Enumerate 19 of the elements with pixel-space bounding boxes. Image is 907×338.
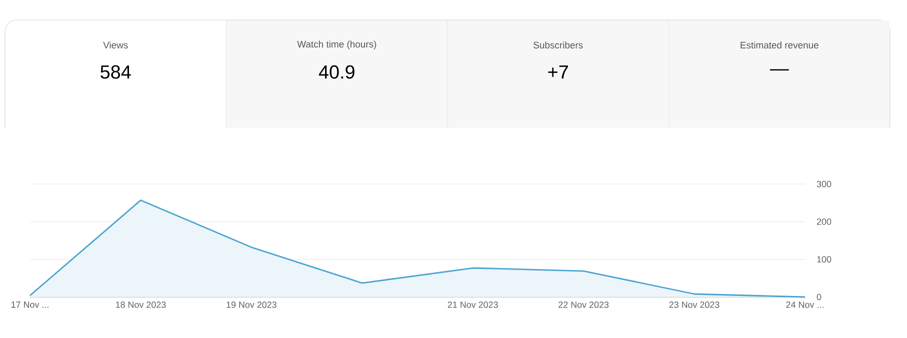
text: Watch time (hours) — [297, 40, 376, 50]
x-tick-label: 24 Nov ... — [786, 302, 824, 308]
y-tick-label: 300 — [816, 180, 832, 188]
x-tick-label: 19 Nov 2023 — [226, 302, 276, 308]
x-tick-label: 22 Nov 2023 — [558, 302, 609, 308]
y-tick-label: 100 — [817, 256, 832, 263]
text: +7 — [548, 66, 568, 79]
x-tick-label: 23 Nov 2023 — [669, 302, 720, 308]
x-tick-label: 18 Nov 2023 — [116, 302, 166, 308]
x-tick-label: 17 Nov ... — [12, 302, 48, 308]
text: — — [770, 69, 789, 71]
text: 584 — [100, 65, 131, 79]
y-tick-label: 0 — [816, 294, 822, 300]
text: 40.9 — [318, 65, 354, 79]
x-tick-label: 21 Nov 2023 — [448, 302, 498, 308]
text: Estimated revenue — [740, 42, 818, 48]
text: Views — [103, 42, 128, 48]
text: Subscribers — [534, 42, 583, 48]
y-tick-label: 200 — [816, 218, 832, 225]
